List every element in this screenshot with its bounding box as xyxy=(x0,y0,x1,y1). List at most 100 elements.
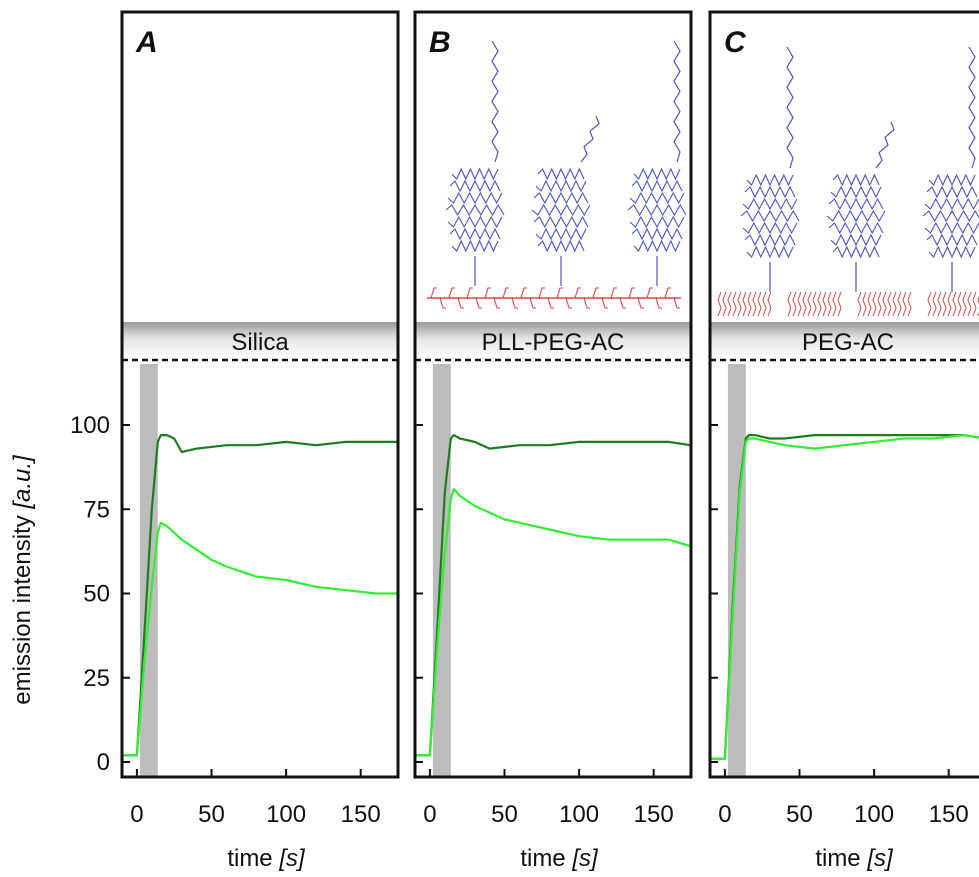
linker-branch xyxy=(610,287,617,299)
surface-label: PEG-AC xyxy=(802,329,894,356)
molecule-fold xyxy=(926,233,978,247)
linker-chain xyxy=(972,291,977,317)
y-tick-label: 100 xyxy=(70,412,110,439)
panel-frame xyxy=(708,10,979,779)
linker-chain xyxy=(952,291,957,317)
x-tick-label: 0 xyxy=(423,801,436,828)
panels-layer: Silica A 0 50 100 150 time [s] PLL-PEG-AC B 0 50 10… xyxy=(120,10,979,872)
linker-chain xyxy=(817,291,822,317)
series-line-dark xyxy=(122,434,398,757)
linker-branch xyxy=(673,297,680,309)
linker-chain xyxy=(752,291,757,317)
linker-branch xyxy=(574,287,581,299)
surface-molecules xyxy=(717,46,979,317)
surface-band xyxy=(415,322,691,360)
linker-chain xyxy=(947,291,952,317)
molecule-fold xyxy=(445,203,505,217)
molecule-fold xyxy=(447,215,503,229)
series-line-light xyxy=(415,487,691,757)
x-tick-label: 50 xyxy=(491,801,518,828)
molecule-fold xyxy=(449,227,501,241)
x-axis-title-unit: [s] xyxy=(278,845,306,872)
molecule-tail xyxy=(968,46,976,169)
linker-chain xyxy=(792,291,797,317)
y-tick-label: 0 xyxy=(97,749,110,776)
molecule-fold xyxy=(924,197,979,211)
linker-chain xyxy=(837,291,842,317)
linker-chain xyxy=(727,291,732,317)
linker-chain xyxy=(742,291,747,317)
x-tick-label: 0 xyxy=(718,801,731,828)
x-axis-title-text: time xyxy=(227,845,279,872)
molecule-tail xyxy=(580,115,600,163)
x-tick-label: 150 xyxy=(929,801,969,828)
x-tick-label: 100 xyxy=(854,801,894,828)
surface-band xyxy=(710,322,979,360)
linker-chain xyxy=(927,291,932,317)
panel-frame xyxy=(413,10,693,779)
panel-contents: PEG-AC C xyxy=(710,26,979,777)
linker-chain xyxy=(967,291,972,317)
x-axis-title-text: time xyxy=(520,845,572,872)
linker-chain xyxy=(762,291,767,317)
x-axis-title-unit: [s] xyxy=(571,845,599,872)
x-axis-title-unit: [s] xyxy=(866,845,894,872)
y-axis: emission intensity [a.u.] 0 25 50 75 100 xyxy=(9,412,110,776)
molecule-fold xyxy=(828,197,884,211)
molecule-fold xyxy=(832,173,880,187)
linker-chain xyxy=(812,291,817,317)
molecule-fold xyxy=(830,233,882,247)
molecule-tail xyxy=(875,121,895,169)
linker-branch xyxy=(439,297,446,309)
x-axis-title-text: time xyxy=(815,845,867,872)
linker-chain xyxy=(807,291,812,317)
molecule-fold xyxy=(928,173,976,187)
molecule-fold xyxy=(629,215,685,229)
panel-letter: C xyxy=(724,26,747,59)
molecule-fold xyxy=(447,191,503,205)
linker-chain xyxy=(907,291,912,317)
linker-branch xyxy=(520,287,527,299)
molecule-fold xyxy=(533,191,589,205)
linker-branch xyxy=(493,297,500,309)
x-tick-label: 150 xyxy=(341,801,381,828)
molecule-fold xyxy=(633,239,681,253)
series-line-light xyxy=(710,434,979,760)
molecule-fold xyxy=(627,203,687,217)
molecule-fold xyxy=(832,245,880,259)
x-tick-label: 150 xyxy=(634,801,674,828)
linker-branch xyxy=(457,297,464,309)
x-tick-label: 50 xyxy=(198,801,225,828)
molecule-fold xyxy=(631,179,683,193)
linker-branch xyxy=(556,287,563,299)
molecule-fold xyxy=(451,167,499,181)
linker-branch xyxy=(646,287,653,299)
linker-branch xyxy=(619,297,626,309)
panel-b: PLL-PEG-AC B 0 50 100 150 time [s] xyxy=(413,10,693,872)
illumination-interval xyxy=(727,364,746,777)
surface-label: Silica xyxy=(231,329,289,356)
molecule-fold xyxy=(744,185,796,199)
molecule-fold xyxy=(742,197,798,211)
linker-branch xyxy=(448,287,455,299)
linker-branch xyxy=(529,297,536,309)
panel-contents: PLL-PEG-AC B xyxy=(415,26,691,777)
linker-chain xyxy=(737,291,742,317)
linker-branch xyxy=(547,297,554,309)
linker-chain xyxy=(787,291,792,317)
molecule-fold xyxy=(537,239,585,253)
molecule-fold xyxy=(830,185,882,199)
linker-chain xyxy=(897,291,902,317)
y-tick-label: 25 xyxy=(83,665,110,692)
molecule-fold xyxy=(451,239,499,253)
molecule-fold xyxy=(531,203,591,217)
y-tick-labels: 0 25 50 75 100 xyxy=(70,412,110,776)
linker-branch xyxy=(484,287,491,299)
panel-frame xyxy=(120,10,400,779)
linker-chain xyxy=(832,291,837,317)
linker-chain xyxy=(872,291,877,317)
molecule-fold xyxy=(631,227,683,241)
linker-chain xyxy=(757,291,762,317)
molecule-fold xyxy=(629,191,685,205)
y-tick-label: 50 xyxy=(83,581,110,608)
